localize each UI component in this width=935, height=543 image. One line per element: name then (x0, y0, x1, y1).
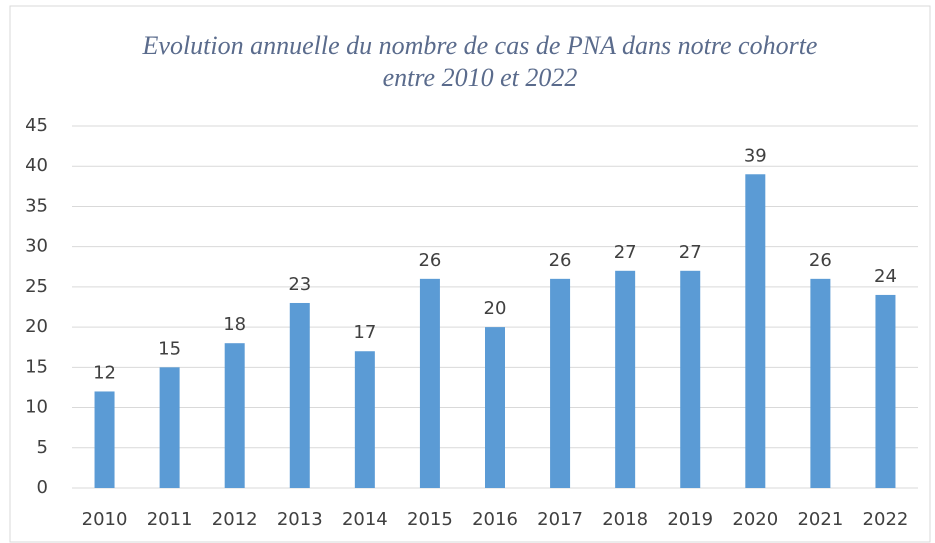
y-tick-label: 35 (25, 195, 48, 216)
y-tick-label: 45 (25, 115, 48, 136)
x-tick-label: 2016 (472, 509, 518, 530)
data-label: 26 (549, 250, 572, 271)
y-tick-label: 20 (25, 316, 48, 337)
data-label: 20 (484, 298, 507, 319)
bar (550, 278, 571, 488)
data-label: 12 (93, 362, 116, 383)
data-label: 26 (418, 250, 441, 271)
chart-title: Evolution annuelle du nombre de cas de P… (142, 31, 818, 60)
bar (289, 302, 310, 488)
bar (615, 270, 636, 488)
bar (224, 343, 245, 488)
data-label: 27 (679, 242, 702, 263)
data-label: 17 (353, 322, 376, 343)
bar (485, 327, 505, 488)
bar (94, 391, 115, 488)
x-tick-label: 2010 (82, 509, 128, 530)
x-tick-label: 2013 (277, 509, 323, 530)
y-tick-label: 10 (25, 397, 48, 418)
data-label: 27 (614, 242, 637, 263)
y-tick-label: 0 (37, 477, 48, 498)
bar (159, 367, 180, 488)
data-label: 18 (223, 314, 246, 335)
bar (810, 278, 831, 488)
data-label: 23 (288, 274, 311, 295)
y-tick-label: 25 (25, 276, 48, 297)
x-tick-label: 2019 (667, 509, 713, 530)
data-label: 15 (158, 338, 181, 359)
x-tick-label: 2020 (732, 509, 778, 530)
x-tick-label: 2011 (147, 509, 193, 530)
bar (680, 270, 701, 488)
x-tick-label: 2015 (407, 509, 453, 530)
bar (354, 351, 375, 488)
x-tick-label: 2021 (797, 509, 843, 530)
x-tick-label: 2014 (342, 509, 388, 530)
y-tick-label: 5 (37, 437, 48, 458)
x-tick-label: 2017 (537, 509, 583, 530)
bar (419, 278, 440, 488)
bar (745, 174, 766, 488)
data-label: 39 (744, 145, 767, 166)
x-tick-label: 2022 (863, 509, 909, 530)
data-label: 26 (809, 250, 832, 271)
bar (875, 294, 896, 488)
y-tick-label: 30 (25, 236, 48, 257)
x-tick-label: 2018 (602, 509, 648, 530)
y-tick-label: 15 (25, 356, 48, 377)
chart-border (9, 5, 931, 543)
x-tick-label: 2012 (212, 509, 258, 530)
data-label: 24 (874, 266, 897, 287)
chart-title: entre 2010 et 2022 (383, 63, 578, 92)
y-tick-label: 40 (25, 155, 48, 176)
